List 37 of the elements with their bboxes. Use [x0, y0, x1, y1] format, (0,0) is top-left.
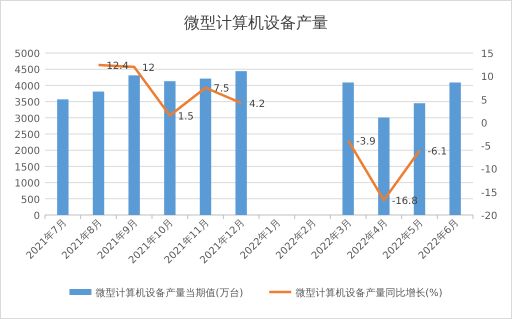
y2-tick-label: -5 — [481, 142, 491, 153]
legend-label: 微型计算机设备产量当期值(万台) — [95, 287, 244, 299]
y-tick-label: 1000 — [14, 178, 40, 190]
y-tick-label: 1500 — [14, 162, 40, 174]
data-label: 12 — [142, 62, 155, 74]
bar — [378, 117, 390, 215]
y2-tick-label: 5 — [481, 95, 488, 106]
y-tick-label: 3000 — [14, 114, 40, 125]
y-tick-label: 5000 — [14, 49, 40, 60]
chart-title: 微型计算机设备产量 — [184, 13, 328, 32]
y-tick-label: 0 — [34, 211, 40, 222]
y2-tick-label: 15 — [481, 49, 494, 60]
y2-tick-label: 0 — [481, 118, 488, 130]
y-tick-label: 2000 — [14, 146, 40, 158]
bar — [449, 82, 461, 215]
y2-tick-label: -20 — [481, 211, 498, 222]
y-tick-label: 2500 — [14, 130, 40, 141]
legend-label: 微型计算机设备产量同比增长(%) — [295, 287, 443, 299]
bar — [200, 78, 212, 215]
y2-tick-label: 10 — [481, 72, 494, 84]
data-label: -3.9 — [356, 136, 376, 148]
y-tick-label: 500 — [20, 194, 40, 206]
bar — [128, 75, 140, 215]
data-label: 7.5 — [214, 84, 230, 95]
data-label: 4.2 — [249, 98, 266, 110]
bar — [235, 71, 247, 215]
bar — [57, 99, 69, 215]
y-tick-label: 4500 — [14, 65, 40, 76]
data-label: 1.5 — [178, 111, 194, 122]
bar — [92, 92, 104, 215]
y-tick-label: 3500 — [14, 98, 40, 109]
data-label: -6.1 — [428, 146, 448, 158]
bar — [164, 81, 176, 215]
y2-tick-label: -15 — [481, 188, 498, 199]
y-tick-label: 4000 — [14, 81, 40, 92]
y2-tick-label: -10 — [481, 164, 498, 176]
bar — [342, 82, 354, 215]
